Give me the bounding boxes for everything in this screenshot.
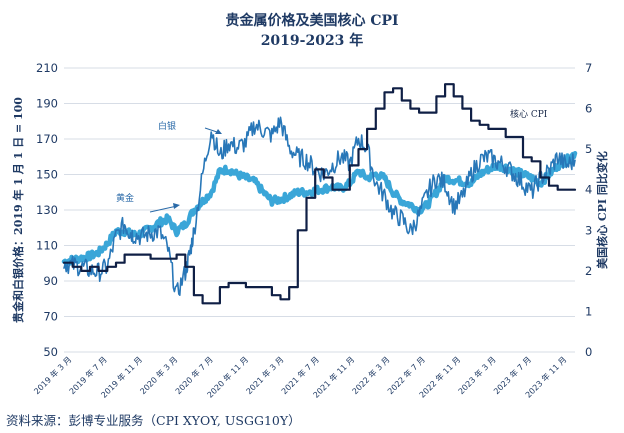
y-tick-right: 5 [585, 142, 592, 156]
silver-annotation: 白银 [158, 120, 176, 132]
y-tick-left: 170 [36, 132, 58, 146]
y-tick-left: 110 [36, 239, 58, 253]
y-tick-right: 0 [585, 345, 592, 359]
y-tick-left: 90 [43, 274, 58, 288]
silver-series [63, 116, 576, 296]
source-note: 资料来源：彭博专业服务（CPI XYOY, USGG10Y） [6, 413, 301, 428]
y-tick-right: 7 [585, 61, 592, 75]
cpi-annotation: 核心 CPI [510, 108, 548, 120]
y-axis-right-label: 美国核心 CPI 同比变化 [595, 151, 609, 269]
y-tick-right: 3 [585, 223, 592, 237]
y-tick-left: 190 [36, 97, 58, 111]
gold-annotation: 黄金 [116, 192, 134, 204]
y-axis-left-label: 贵金和白银价格：2019 年 1 月 1 日 = 100 [11, 97, 25, 323]
y-axis-left: 210 190 170 150 130 110 90 70 50 [36, 61, 58, 359]
silver-arrow-head [215, 129, 222, 134]
y-axis-right: 7 6 5 4 3 2 1 0 [585, 61, 592, 359]
gold-arrow-head [173, 203, 180, 209]
y-tick-left: 130 [36, 203, 58, 217]
gold-arrow [149, 205, 178, 213]
y-tick-left: 70 [43, 310, 58, 324]
y-tick-right: 6 [585, 102, 592, 116]
y-tick-right: 2 [585, 264, 592, 278]
chart-title: 贵金属价格及美国核心 CPI [225, 13, 399, 29]
series-layer [61, 83, 578, 305]
cpi-series [62, 83, 577, 305]
grid [64, 67, 575, 353]
chart-subtitle: 2019-2023 年 [260, 33, 364, 49]
y-tick-left: 50 [43, 345, 58, 359]
y-tick-left: 210 [36, 61, 58, 75]
y-tick-right: 1 [585, 304, 592, 318]
y-tick-left: 150 [36, 168, 58, 182]
y-tick-right: 4 [585, 183, 592, 197]
